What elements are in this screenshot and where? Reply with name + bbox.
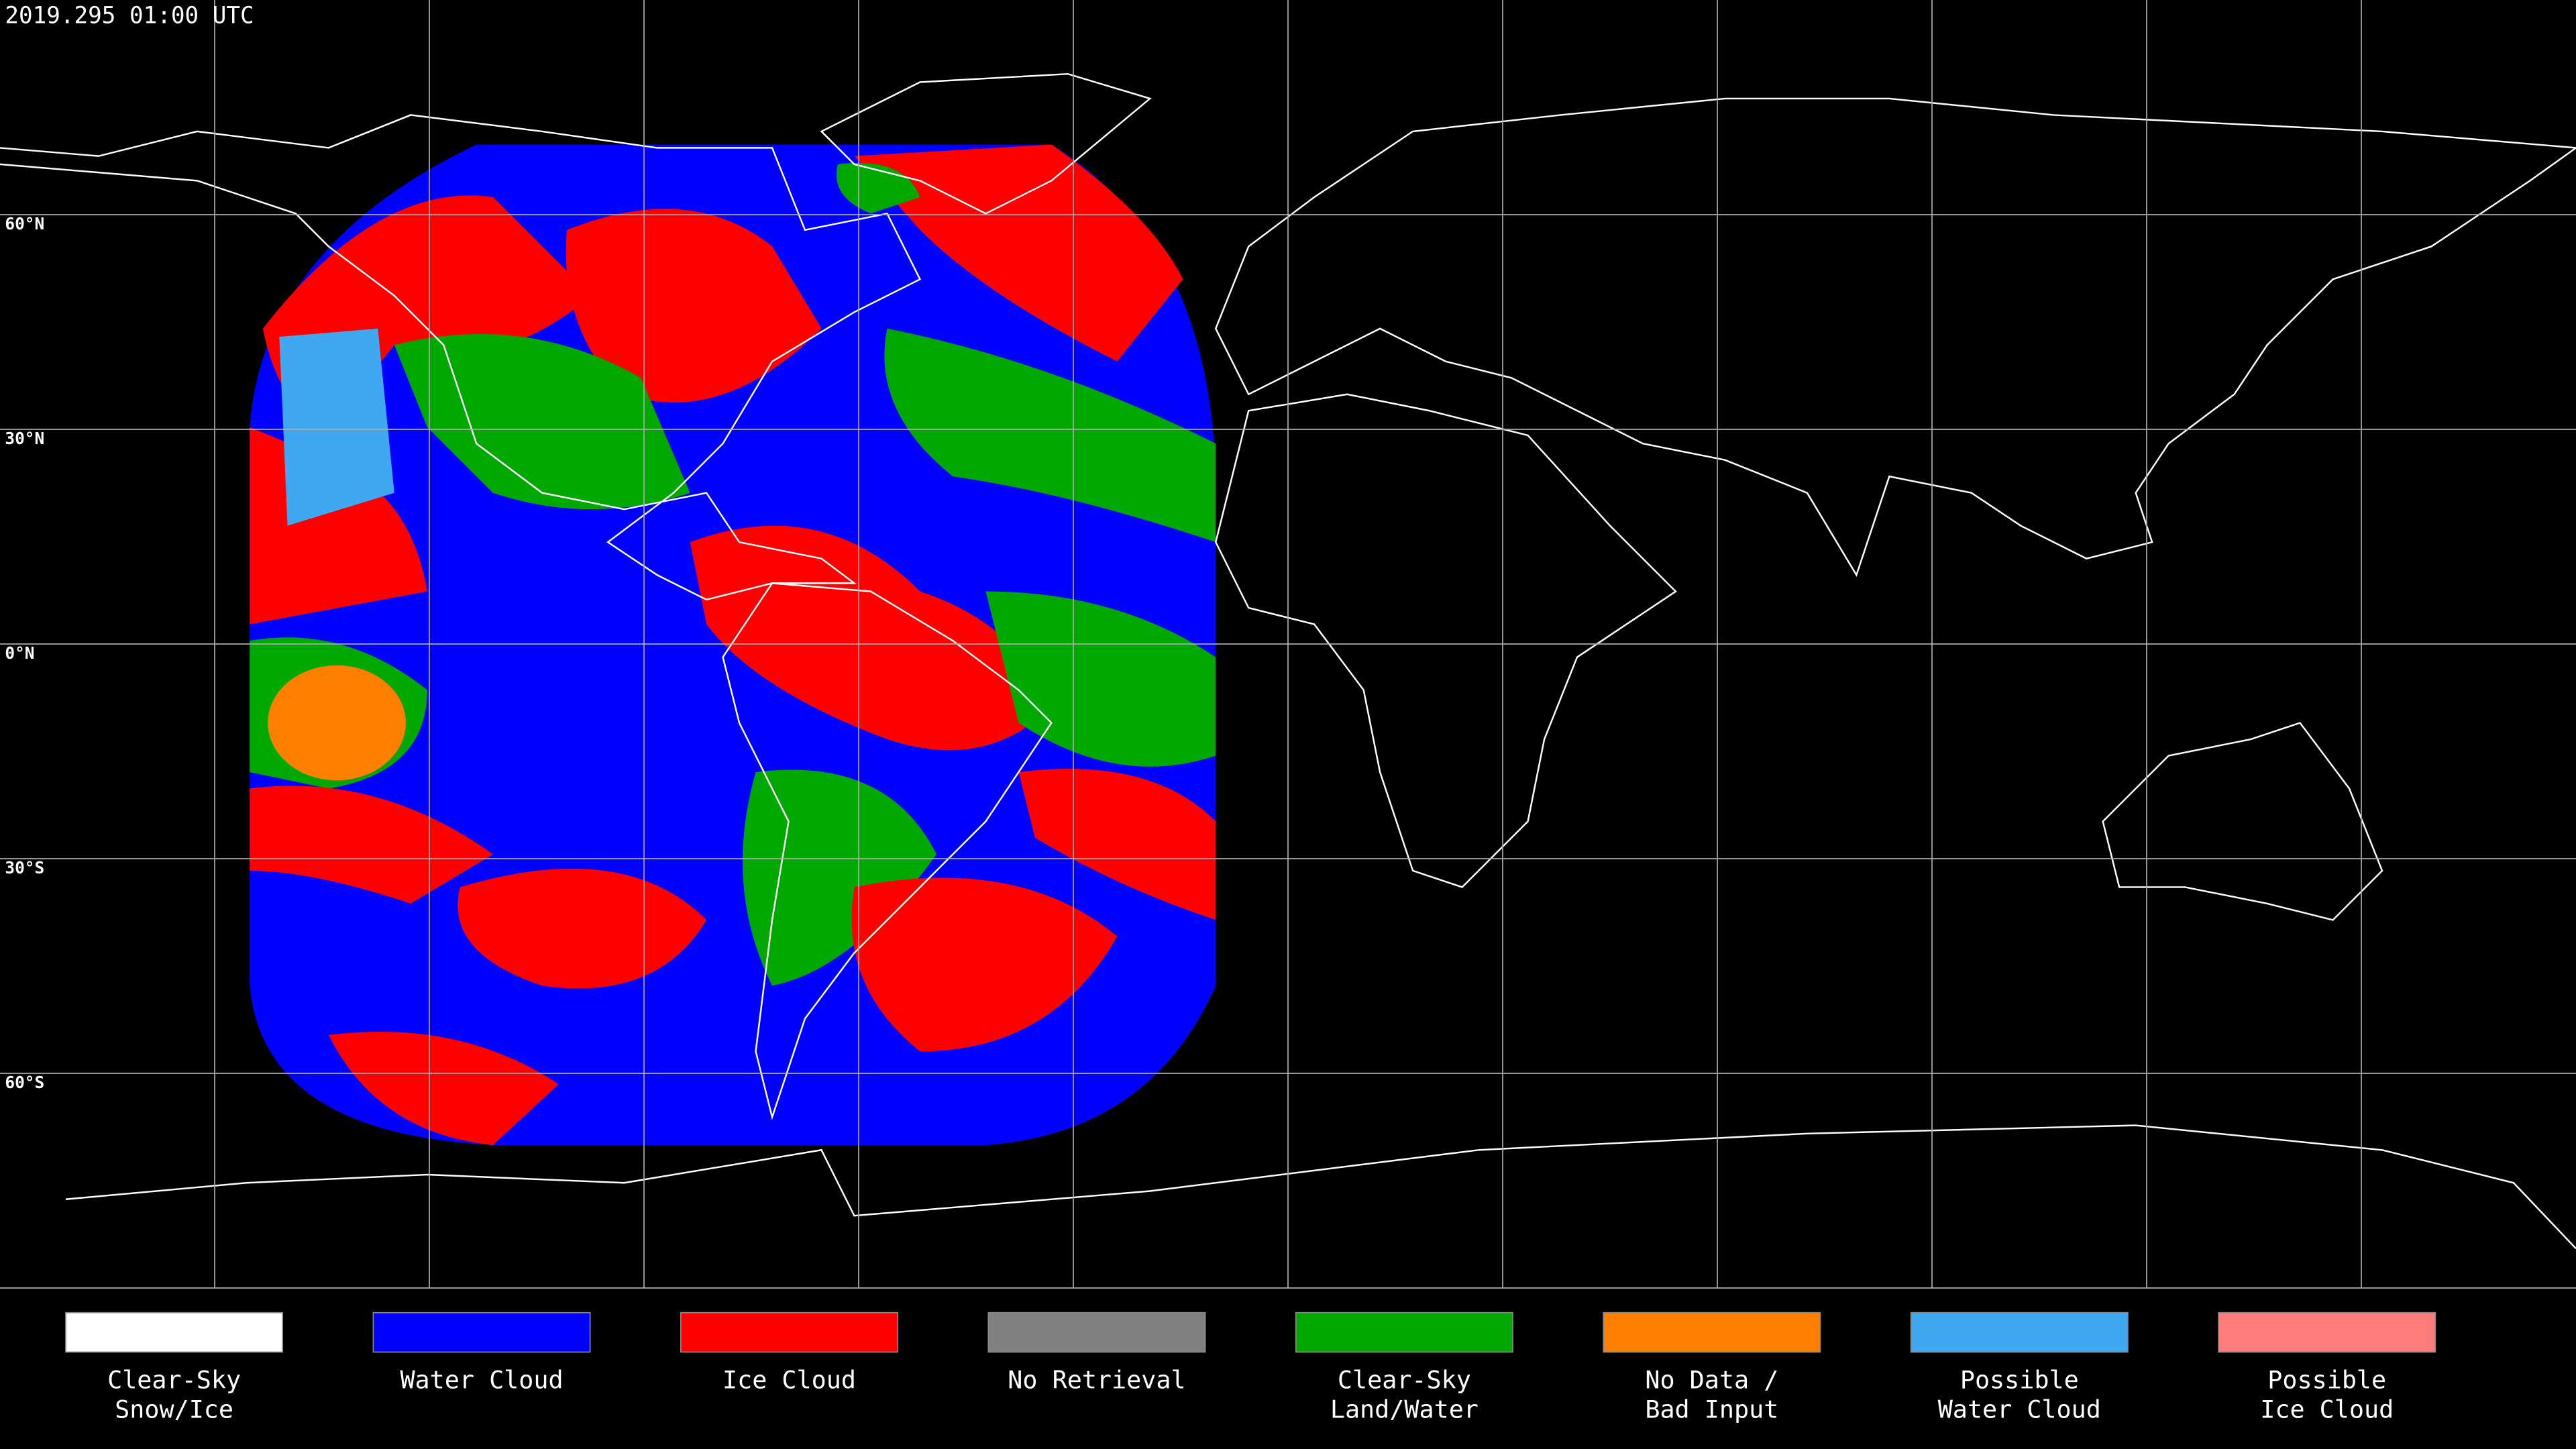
latitude-label: 30°N	[5, 429, 44, 448]
latitude-label: 30°S	[5, 858, 44, 877]
legend-label: No Retrieval	[1008, 1365, 1185, 1394]
legend-swatch	[1910, 1311, 2129, 1353]
legend-label: Ice Cloud	[722, 1365, 856, 1394]
legend-label: Clear-Sky	[107, 1365, 241, 1394]
cloud-region	[566, 209, 822, 402]
europe-asia	[1214, 97, 2576, 578]
latitude-label: 0°N	[5, 643, 34, 663]
legend-swatch	[2218, 1311, 2436, 1353]
timestamp: 2019.295 01:00 UTC	[5, 2, 254, 29]
satellite-disk	[250, 144, 1216, 1145]
legend-swatch	[680, 1311, 898, 1353]
legend-label: Land/Water	[1330, 1395, 1479, 1424]
legend-swatch	[1603, 1311, 1821, 1353]
cloud-region	[851, 877, 1118, 1052]
graticule	[0, 0, 2576, 1288]
legend-label: Water Cloud	[400, 1365, 563, 1394]
north-america	[0, 114, 922, 601]
legend-swatch	[372, 1311, 591, 1353]
legend-label: Water Cloud	[1938, 1395, 2101, 1424]
australia	[2102, 722, 2383, 921]
latitude-labels: 60°N 30°N 0°N 30°S 60°S	[5, 214, 44, 1092]
clear-region	[985, 591, 1216, 767]
clear-region	[884, 328, 1216, 543]
legend-label: Snow/Ice	[115, 1395, 233, 1424]
cloud-region	[854, 144, 1183, 362]
latitude-label: 60°N	[5, 214, 44, 233]
legend-label: Possible	[1960, 1365, 2079, 1394]
greenland	[820, 72, 1152, 215]
africa	[1214, 393, 1677, 888]
legend-label: Possible	[2267, 1365, 2386, 1394]
clear-region	[394, 333, 690, 510]
legend-label: Bad Input	[1645, 1395, 1778, 1424]
possible-water-region	[279, 328, 394, 526]
cloud-region	[690, 525, 1052, 751]
antarctica	[65, 1124, 2576, 1250]
clear-region	[742, 769, 936, 986]
cloud-region	[328, 1031, 559, 1145]
cloud-region	[250, 786, 493, 904]
legend-label: No Data /	[1645, 1365, 1778, 1394]
south-america	[722, 582, 1053, 1120]
latitude-label: 60°S	[5, 1073, 44, 1092]
legend-swatch	[987, 1311, 1206, 1353]
cloud-region	[1018, 769, 1216, 920]
coastlines	[0, 72, 2576, 1250]
no-data-region	[268, 665, 406, 781]
legend-label: Ice Cloud	[2260, 1395, 2394, 1424]
legend-swatch	[65, 1311, 284, 1353]
legend-label: Clear-Sky	[1338, 1365, 1471, 1394]
legend-swatch	[1295, 1311, 1513, 1353]
